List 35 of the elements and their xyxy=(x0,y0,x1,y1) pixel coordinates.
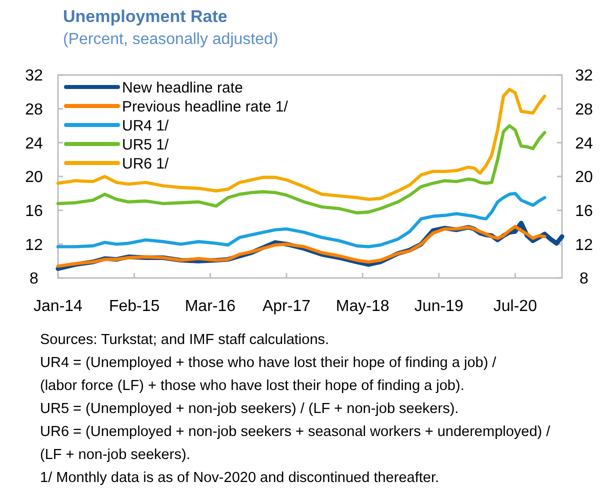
x-tick-label: Mar-16 xyxy=(184,298,236,315)
text: UR5 = (Unemployed + non-job seekers) / (LF + non-job seekers). xyxy=(40,401,459,417)
y2-tick-label: 12 xyxy=(575,236,593,254)
x-tick-label: Jul-20 xyxy=(493,298,538,315)
y2-tick-label: 32 xyxy=(575,68,593,85)
x-tick-label: Apr-17 xyxy=(262,298,311,315)
y2-tick-label: 8 xyxy=(580,270,589,288)
x-tick-label: May-18 xyxy=(336,298,390,315)
y-tick-label: 16 xyxy=(25,202,43,220)
y-tick-label: 24 xyxy=(25,135,43,152)
y-tick-label: 12 xyxy=(25,236,43,254)
y2-tick-label: 16 xyxy=(575,202,593,220)
y-tick-label: 8 xyxy=(30,270,39,288)
text: UR4 = (Unemployed + those who have lost their hope of finding a job) / (labor force (LF) + those who have lost their hope of finding a job). xyxy=(40,355,498,394)
y2-tick-label: 28 xyxy=(575,101,593,118)
legend-label: UR5 1/ xyxy=(122,136,170,154)
source-note: Sources: Turkstat; and IMF staff calculations. xyxy=(40,332,330,348)
text: 1/ Monthly data is as of Nov-2020 and discontinued thereafter. xyxy=(40,470,439,486)
legend-label: New headline rate xyxy=(122,79,243,96)
y-tick-label: 20 xyxy=(25,169,43,186)
text: UR6 = (Unemployed + non-job seekers + seasonal workers + underemployed) / (LF + non-job seekers). xyxy=(40,424,552,463)
y-tick-label: 28 xyxy=(25,101,43,118)
x-tick-label: Jun-19 xyxy=(414,298,464,315)
chart-title: Unemployment Rate xyxy=(63,7,228,26)
chart-subtitle: (Percent, seasonally adjusted) xyxy=(63,31,278,48)
y2-tick-label: 20 xyxy=(575,169,593,186)
legend-label: UR4 1/ xyxy=(122,117,170,134)
x-tick-label: Jan-14 xyxy=(34,298,83,315)
line-series xyxy=(56,192,546,248)
legend-label: UR6 1/ xyxy=(122,155,170,172)
x-tick-label: Feb-15 xyxy=(108,298,160,315)
y2-tick-label: 24 xyxy=(575,135,593,152)
legend-label: Previous headline rate 1/ xyxy=(122,98,289,116)
y-tick-label: 32 xyxy=(25,68,43,85)
line-series xyxy=(56,224,546,268)
